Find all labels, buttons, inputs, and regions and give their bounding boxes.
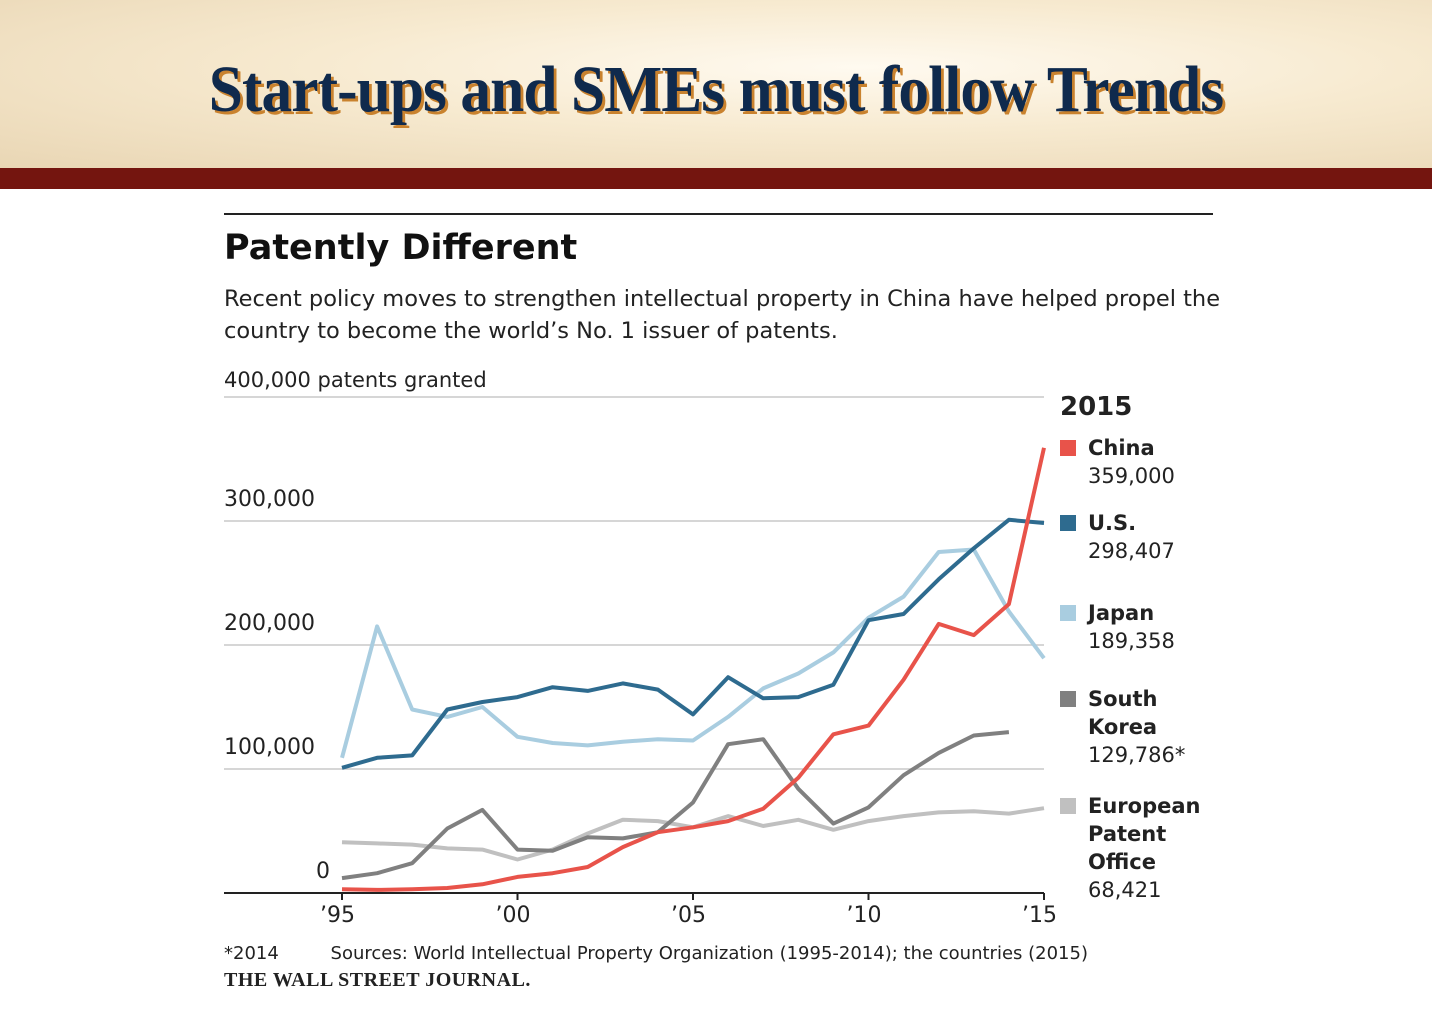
legend-swatch xyxy=(1060,798,1076,814)
series-line-china xyxy=(341,447,1046,892)
legend-item-china: China 359,000 xyxy=(1060,434,1175,490)
series-line-european-patent-office xyxy=(341,806,1045,862)
publisher-logo: THE WALL STREET JOURNAL. xyxy=(224,969,531,991)
legend-label: European xyxy=(1088,794,1201,818)
legend-label: Patent xyxy=(1088,822,1167,846)
banner-divider xyxy=(0,168,1432,189)
legend-label: Korea xyxy=(1088,715,1158,739)
legend-value: 359,000 xyxy=(1088,464,1175,488)
legend-label: China xyxy=(1088,436,1155,460)
legend-swatch xyxy=(1060,515,1076,531)
legend-item-epo: European Patent Office 68,421 xyxy=(1060,792,1200,904)
legend-item-japan: Japan 189,358 xyxy=(1060,599,1175,655)
series-line-u-s- xyxy=(341,517,1045,770)
x-tick-label: ’00 xyxy=(495,903,531,928)
y-axis-label: 400,000 patents granted xyxy=(224,368,487,392)
legend-title: 2015 xyxy=(1060,392,1133,422)
footnote: *2014 Sources: World Intellectual Proper… xyxy=(224,943,1088,964)
x-tick-label: ’10 xyxy=(846,903,882,928)
legend-label: Office xyxy=(1088,850,1156,874)
legend-value: 129,786* xyxy=(1088,743,1186,767)
legend-item-us: U.S. 298,407 xyxy=(1060,509,1175,565)
y-tick-label: 300,000 xyxy=(224,487,315,512)
legend-swatch xyxy=(1060,691,1076,707)
legend-label: Japan xyxy=(1088,601,1155,625)
slide-title: Start-ups and SMEs must follow Trends xyxy=(208,53,1224,126)
series-line-japan xyxy=(340,547,1046,759)
series-line-south-korea xyxy=(341,730,1010,881)
legend-item-south-korea: South Korea 129,786* xyxy=(1060,685,1185,769)
legend-label: U.S. xyxy=(1088,511,1137,535)
sources-text: Sources: World Intellectual Property Org… xyxy=(330,943,1088,964)
chart-top-rule xyxy=(224,213,1213,215)
legend-value: 68,421 xyxy=(1088,878,1162,902)
chart-subtitle: Recent policy moves to strengthen intell… xyxy=(224,286,1221,344)
x-tick-label: ’15 xyxy=(1022,903,1057,928)
slide-banner xyxy=(0,0,1432,168)
legend-swatch xyxy=(1060,605,1076,621)
y-tick-label: 0 xyxy=(316,859,330,884)
legend-value: 298,407 xyxy=(1088,539,1175,563)
y-tick-label: 200,000 xyxy=(224,611,315,636)
legend-label: South xyxy=(1088,687,1158,711)
x-tick-label: ’95 xyxy=(320,903,355,928)
x-tick-label: ’05 xyxy=(671,903,706,928)
y-tick-label: 100,000 xyxy=(224,735,315,760)
legend-swatch xyxy=(1060,440,1076,456)
footnote-text: *2014 xyxy=(224,943,279,964)
legend-value: 189,358 xyxy=(1088,629,1175,653)
chart-title: Patently Different xyxy=(224,228,578,268)
